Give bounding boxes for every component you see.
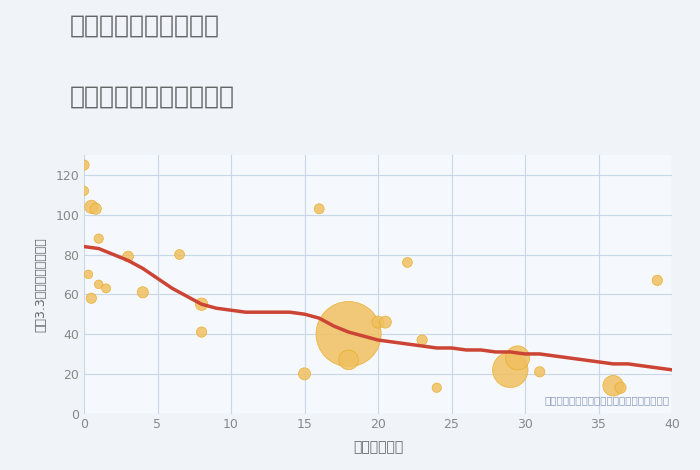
Text: 築年数別中古戸建て価格: 築年数別中古戸建て価格 xyxy=(70,85,235,109)
Point xyxy=(90,205,101,212)
Point xyxy=(101,284,112,292)
Point xyxy=(314,205,325,212)
Point xyxy=(372,318,384,326)
Point xyxy=(416,336,428,344)
Point xyxy=(122,253,134,260)
Point xyxy=(83,271,94,278)
Text: 円の大きさは、取引のあった物件面積を示す: 円の大きさは、取引のあった物件面積を示す xyxy=(544,396,669,406)
Point xyxy=(343,356,354,364)
Point xyxy=(93,235,104,243)
Point xyxy=(78,161,90,169)
Point xyxy=(299,370,310,377)
Point xyxy=(137,289,148,296)
Point xyxy=(512,354,524,362)
Point xyxy=(431,384,442,392)
Y-axis label: 坪（3.3㎡）単価（万円）: 坪（3.3㎡）単価（万円） xyxy=(34,237,47,332)
Point xyxy=(402,258,413,266)
Point xyxy=(608,382,619,390)
Text: 兵庫県姫路市竹田町の: 兵庫県姫路市竹田町の xyxy=(70,14,220,38)
Point xyxy=(85,203,97,211)
Point xyxy=(343,330,354,338)
Point xyxy=(174,251,185,258)
Point xyxy=(534,368,545,376)
Point xyxy=(379,318,391,326)
Point xyxy=(652,277,663,284)
Point xyxy=(85,295,97,302)
Point xyxy=(615,384,626,392)
Point xyxy=(78,187,90,195)
Point xyxy=(196,300,207,308)
Point xyxy=(505,366,516,374)
Point xyxy=(196,329,207,336)
Point xyxy=(93,281,104,288)
X-axis label: 築年数（年）: 築年数（年） xyxy=(353,440,403,454)
